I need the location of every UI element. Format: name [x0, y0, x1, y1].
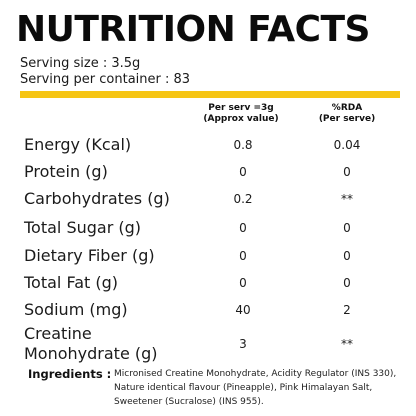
row-label-line: Total Fat (g) — [24, 273, 118, 292]
rda-value: 0 — [343, 276, 351, 290]
row-label: Protein (g) — [24, 162, 108, 182]
per-serv-value: 3 — [239, 337, 247, 351]
serving-size: Serving size : 3.5g — [20, 56, 141, 71]
row-label-line: Protein (g) — [24, 162, 108, 181]
row-label: Carbohydrates (g) — [24, 189, 170, 209]
rda-value: 0 — [343, 221, 351, 235]
row-label-line: Carbohydrates (g) — [24, 189, 170, 208]
rda-value: ** — [341, 337, 353, 351]
accent-divider — [20, 91, 400, 98]
per-serv-value: 0 — [239, 165, 247, 179]
row-label: Total Sugar (g) — [24, 218, 141, 238]
rda-value: 0 — [343, 165, 351, 179]
row-label-line: Energy (Kcal) — [24, 135, 132, 154]
per-serv-value: 0 — [239, 249, 247, 263]
servings-per-container: Serving per container : 83 — [20, 72, 191, 87]
row-label: Total Fat (g) — [24, 273, 118, 293]
row-label-line: Total Sugar (g) — [24, 218, 142, 237]
rda-value: ** — [341, 192, 353, 206]
per-serv-value: 0.8 — [233, 138, 253, 152]
column-header-per-serv-line-2: (Approx value) — [203, 114, 279, 124]
column-header-rda-line-1: %RDA — [331, 103, 363, 113]
page-title: NUTRITION FACTS — [16, 9, 370, 50]
per-serv-value: 0 — [239, 276, 247, 290]
rda-value: 2 — [343, 303, 351, 317]
column-header-rda: %RDA (Per serve) — [312, 103, 382, 125]
per-serv-value: 0.2 — [233, 192, 253, 206]
column-header-rda-line-2: (Per serve) — [318, 114, 376, 124]
ingredients-text: Micronised Creatine Monohydrate, Acidity… — [114, 369, 397, 407]
row-label-line: Dietary Fiber (g) — [24, 246, 155, 265]
per-serv-value: 40 — [235, 303, 251, 317]
rda-value: 0.04 — [333, 138, 361, 152]
row-label: Sodium (mg) — [24, 300, 128, 320]
row-label-line: Creatine — [24, 324, 92, 343]
row-label-line: Sodium (mg) — [24, 300, 128, 319]
column-header-per-serv: Per serv =3g (Approx value) — [200, 103, 282, 125]
row-label: Creatine Monohydrate (g) — [24, 324, 158, 364]
row-label: Dietary Fiber (g) — [24, 246, 155, 266]
row-label: Energy (Kcal) — [24, 135, 131, 155]
rda-value: 0 — [343, 249, 351, 263]
column-header-per-serv-line-1: Per serv =3g — [208, 103, 274, 113]
ingredients-label: Ingredients : — [28, 367, 112, 381]
row-label-line: Monohydrate (g) — [24, 344, 158, 363]
per-serv-value: 0 — [239, 221, 247, 235]
